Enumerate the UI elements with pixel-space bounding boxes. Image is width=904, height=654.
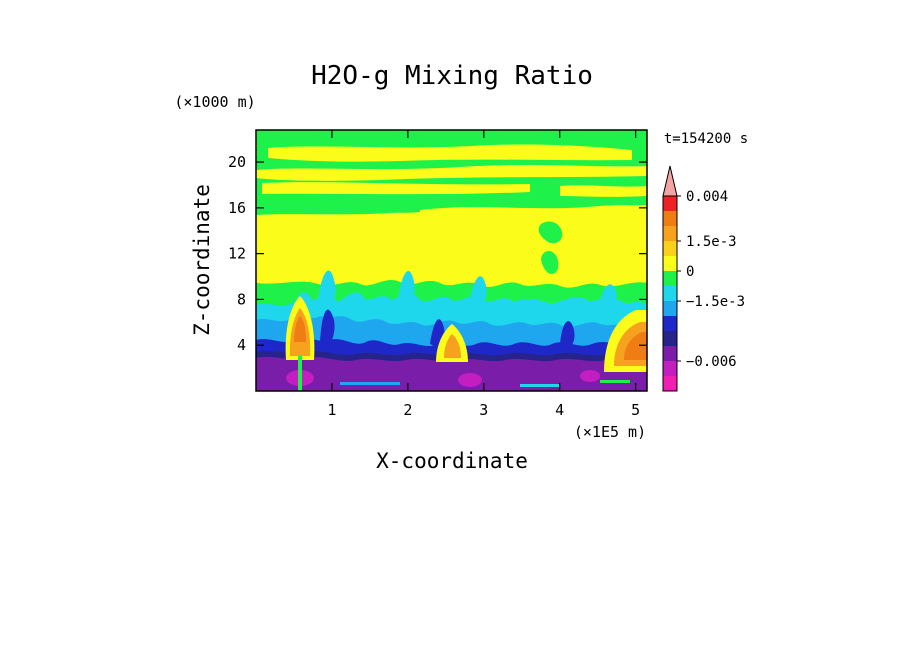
colorbar-level-box: [663, 376, 677, 391]
y-tick-label: 8: [237, 290, 246, 308]
colorbar-frame: [662, 195, 678, 392]
surface-streak: [340, 382, 400, 385]
plot-frame: [255, 129, 648, 392]
cyan-plume: [318, 270, 336, 310]
colorbar-level-box: [663, 271, 677, 286]
mid-moist-layer: [256, 205, 647, 288]
colorbar-level-box: [663, 211, 677, 226]
moist-plume-left: [294, 316, 306, 342]
x-tick-label: 2: [403, 401, 412, 419]
moist-plume-middle: [444, 334, 461, 358]
x-tick-label: 4: [555, 401, 564, 419]
upper-moist-streak: [256, 164, 647, 181]
colorbar-level-box: [663, 361, 677, 376]
surface-streak: [600, 380, 630, 383]
y-tick-label: 12: [228, 245, 246, 263]
moist-plume-stem: [298, 356, 302, 391]
y-tick-label: 20: [228, 153, 246, 171]
colorbar-level-box: [663, 241, 677, 256]
x-axis: 1 2 3 4 5: [327, 130, 640, 419]
x-unit-label: (×1E5 m): [574, 423, 646, 441]
blue-plume: [320, 309, 335, 346]
magenta-pocket: [458, 373, 482, 387]
colorbar-level-box: [663, 346, 677, 361]
upper-moist-streak: [268, 144, 632, 162]
colorbar-label: −1.5e-3: [686, 294, 745, 310]
colorbar-level-box: [663, 331, 677, 346]
colorbar-extend-arrow: [662, 165, 678, 197]
y-unit-label: (×1000 m): [174, 93, 255, 111]
upper-moist-streak: [560, 185, 647, 197]
x-tick-label: 3: [479, 401, 488, 419]
y-axis: 4 8 12 16 20: [228, 153, 647, 354]
cyan-plume: [398, 270, 415, 310]
moist-plume-right: [624, 332, 647, 360]
contour-field: [256, 130, 647, 391]
dry-intrusion: [538, 221, 563, 244]
colorbar-level-box: [663, 286, 677, 301]
dry-intrusion: [541, 250, 559, 274]
y-tick-label: 16: [228, 199, 246, 217]
colorbar-label: −0.006: [686, 354, 737, 370]
colorbar-level-box: [663, 196, 677, 211]
dry-intrusion: [360, 205, 420, 214]
y-axis-label: Z-coordinate: [190, 184, 214, 336]
x-axis-label: X-coordinate: [376, 449, 528, 473]
colorbar: 0.004 1.5e-3 0 −1.5e-3 −0.006: [662, 165, 745, 392]
magenta-pocket: [580, 370, 600, 382]
y-tick-label: 4: [237, 336, 246, 354]
x-tick-label: 5: [631, 401, 640, 419]
x-tick-label: 1: [327, 401, 336, 419]
colorbar-label: 0.004: [686, 189, 728, 205]
surface-streak: [520, 384, 560, 387]
blue-plume: [560, 321, 575, 350]
time-label: t=154200 s: [664, 131, 748, 147]
colorbar-label: 0: [686, 264, 694, 280]
upper-moist-streak: [262, 182, 530, 195]
colorbar-level-box: [663, 301, 677, 316]
colorbar-level-box: [663, 256, 677, 271]
colorbar-level-box: [663, 226, 677, 241]
cyan-plume: [600, 284, 617, 312]
colorbar-label: 1.5e-3: [686, 234, 737, 250]
chart-title: H2O-g Mixing Ratio: [311, 61, 593, 91]
cyan-plume: [470, 276, 487, 310]
colorbar-level-box: [663, 316, 677, 331]
